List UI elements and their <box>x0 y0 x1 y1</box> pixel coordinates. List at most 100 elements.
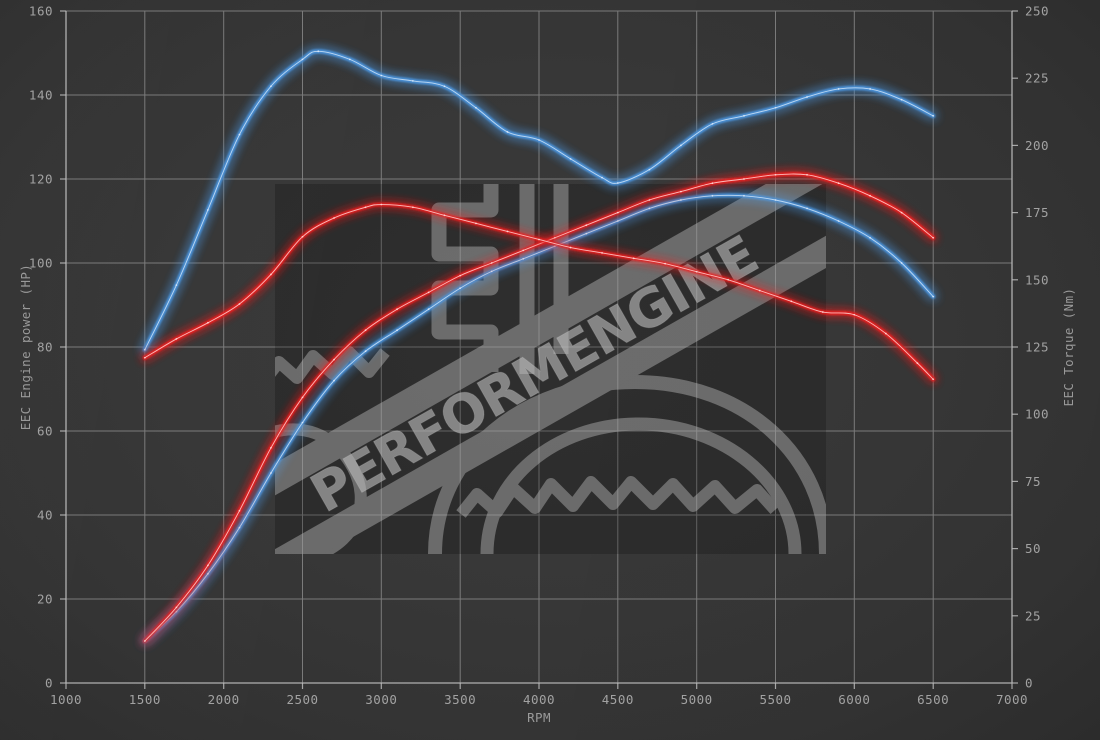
curve-torque-blue-point <box>475 106 477 109</box>
cog-arc-inner <box>480 417 802 554</box>
curve-torque-red-point <box>301 235 304 238</box>
curve-torque-red-point <box>143 356 146 359</box>
cog-teeth-lower <box>456 476 780 518</box>
curve-torque-red-point <box>207 321 209 324</box>
curve-power-red-point <box>869 194 871 197</box>
curve-power-blue-point <box>270 472 272 474</box>
curve-torque-blue-point <box>506 131 509 133</box>
curve-power-blue-core <box>144 194 934 642</box>
curve-torque-blue-point <box>601 176 603 179</box>
x-tick-label: 3500 <box>444 692 476 707</box>
curve-torque-blue-point <box>932 114 935 117</box>
curve-torque-blue-point <box>270 85 272 88</box>
curve-torque-red-point <box>601 252 603 254</box>
right-axis-title: EEC Torque (Nm) <box>1061 288 1076 407</box>
curve-power-red-point <box>743 178 745 180</box>
curve-torque-red-point <box>538 238 540 241</box>
x-tick-label: 4000 <box>523 692 555 707</box>
curve-power-red <box>141 170 937 645</box>
curve-power-red-point <box>143 640 146 642</box>
curve-torque-red-point <box>443 214 446 217</box>
curve-torque-blue-point <box>869 88 871 90</box>
curve-torque-blue-point <box>774 106 777 109</box>
curve-torque-blue-point <box>569 157 572 160</box>
curve-torque-blue-point <box>348 58 351 61</box>
curve-power-red-point <box>364 329 367 332</box>
right-axis-tick-labels: 0 25 50 75 100 125 150 175 200 225 250 <box>1025 4 1049 691</box>
curve-torque-red-body <box>143 202 935 381</box>
curve-power-blue-point <box>616 220 619 222</box>
left-tick-label: 140 <box>29 88 53 103</box>
curve-torque-red <box>141 201 937 383</box>
curve-torque-blue-point <box>380 74 383 77</box>
x-axis-tick-labels: 1000 1500 2000 2500 3000 3500 4000 4500 5000 5500… <box>50 692 1028 707</box>
right-tick-label: 75 <box>1025 474 1041 489</box>
curve-power-red-point <box>932 236 935 239</box>
curve-power-red-point <box>553 236 556 239</box>
right-tick-label: 225 <box>1025 71 1049 86</box>
curve-torque-red-point <box>664 262 667 265</box>
curve-torque-blue-point <box>900 98 903 101</box>
curve-torque-blue-point <box>411 79 414 82</box>
curve-power-red-point <box>459 274 462 277</box>
curve-power-blue-point <box>774 199 777 201</box>
curve-torque-blue-point <box>616 182 619 184</box>
curve-torque-red-point <box>790 300 793 303</box>
right-tick-label: 125 <box>1025 340 1049 355</box>
x-tick-label: 6000 <box>838 692 870 707</box>
curve-power-blue-point <box>743 194 745 197</box>
curve-power-red-point <box>238 509 241 512</box>
watermark-artwork: PERFORMENGINE <box>275 184 826 554</box>
curve-power-red-core <box>144 173 934 642</box>
curve-power-blue-point <box>396 329 398 332</box>
curve-torque-blue-point <box>806 96 808 98</box>
right-tick-label: 50 <box>1025 541 1041 556</box>
curve-power-blue-point <box>364 350 367 353</box>
curve-torque-red-point <box>821 311 824 313</box>
left-tick-label: 40 <box>37 508 53 523</box>
x-tick-label: 6500 <box>917 692 949 707</box>
curve-torque-blue-point <box>238 133 241 136</box>
curve-torque-red-point <box>569 246 572 249</box>
curve-torque-red-point <box>632 257 635 260</box>
curve-torque-blue-point <box>538 139 540 141</box>
curve-torque-blue-point <box>680 144 682 147</box>
curve-power-red-point <box>396 308 398 311</box>
x-tick-label: 1000 <box>50 692 82 707</box>
curve-power-red-point <box>301 396 304 399</box>
left-tick-label: 80 <box>37 340 53 355</box>
curve-torque-red-point <box>506 230 509 233</box>
curve-torque-red-point <box>175 338 178 340</box>
curve-power-red-point <box>616 211 619 214</box>
curve-power-red-point <box>774 173 777 176</box>
cog-arc-outer <box>428 375 826 554</box>
right-tick-label: 150 <box>1025 272 1049 287</box>
right-tick-label: 200 <box>1025 138 1049 153</box>
curve-power-red-point <box>175 606 178 609</box>
x-tick-label: 5500 <box>759 692 791 707</box>
curve-torque-blue-point <box>443 85 446 88</box>
curve-power-blue-point <box>648 207 651 210</box>
curve-power-red-point <box>648 199 651 201</box>
curve-torque-blue-point <box>143 348 146 351</box>
right-tick-label: 175 <box>1025 205 1049 220</box>
curve-torque-red-core <box>144 204 934 380</box>
curve-torque-blue-point <box>711 122 714 125</box>
right-tick-label: 250 <box>1025 4 1049 19</box>
right-tick-label: 25 <box>1025 608 1041 623</box>
x-tick-label: 5000 <box>681 692 713 707</box>
curve-torque-blue-point <box>301 58 304 61</box>
curve-torque-red-point <box>695 270 698 273</box>
curve-power-red-point <box>806 173 808 176</box>
curve-torque-blue-point <box>175 284 178 287</box>
curve-power-blue-point <box>459 287 462 290</box>
curve-power-red-point <box>333 358 335 361</box>
curve-torque-red-point <box>727 278 730 281</box>
right-tick-marks <box>1012 10 1018 684</box>
curve-torque-red-point <box>333 217 335 219</box>
curve-power-blue-body <box>143 193 935 643</box>
left-tick-label: 160 <box>29 4 53 19</box>
curve-torque-blue-point <box>317 50 320 53</box>
curve-torque-red-point <box>238 303 241 305</box>
